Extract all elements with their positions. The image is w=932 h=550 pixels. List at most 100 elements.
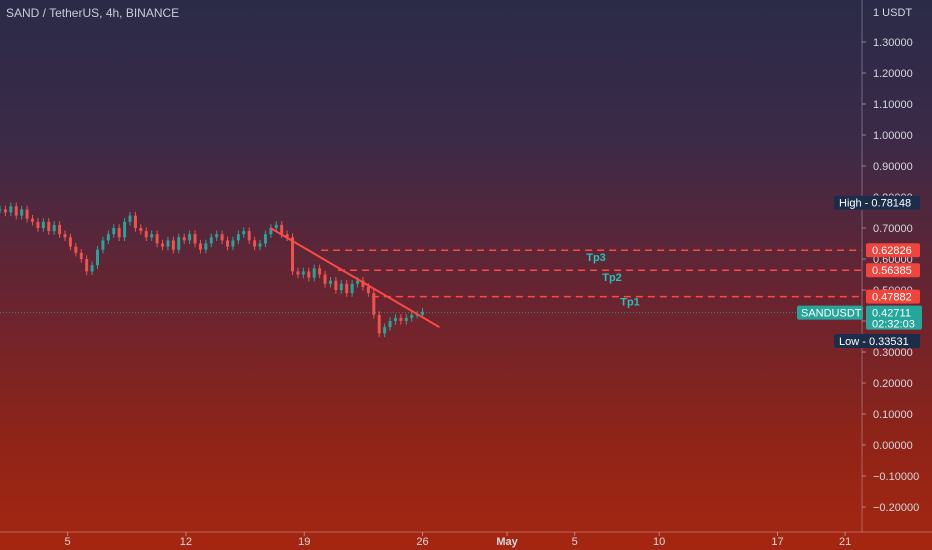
- target-price-tag: [866, 263, 920, 278]
- time-tick-label: 5: [65, 536, 71, 548]
- candle: [274, 224, 278, 228]
- candle: [404, 317, 408, 321]
- candle: [74, 246, 78, 253]
- target-price-value: 0.47882: [872, 292, 912, 304]
- price-tick-label: 0.30000: [873, 347, 913, 359]
- candle: [372, 293, 376, 315]
- candle: [36, 221, 40, 228]
- candle: [68, 237, 72, 247]
- candle: [312, 268, 316, 278]
- price-tick-label: 1.00000: [873, 130, 913, 142]
- candle: [31, 218, 34, 222]
- candle: [258, 243, 262, 247]
- time-tick-label: 21: [839, 536, 851, 548]
- candle: [128, 215, 132, 222]
- candle: [415, 314, 419, 316]
- price-tick-label: 0.20000: [873, 378, 913, 390]
- current-price-value: 0.42711: [872, 308, 911, 320]
- candle: [410, 314, 414, 318]
- candle: [41, 221, 45, 228]
- price-tick-label: 1.20000: [873, 68, 913, 80]
- candle: [361, 280, 365, 287]
- candle: [188, 234, 192, 241]
- price-tick-label: 1.10000: [873, 99, 913, 111]
- candle: [123, 221, 127, 238]
- candle: [247, 231, 251, 241]
- candle: [20, 209, 24, 216]
- candle: [291, 237, 295, 272]
- candle: [182, 237, 186, 241]
- low-tag-text: Low - 0.33531: [839, 336, 909, 348]
- time-tick-label: 10: [653, 536, 665, 548]
- target-price-value: 0.62826: [872, 245, 912, 257]
- candle: [209, 237, 213, 244]
- price-axis-unit: 1 USDT: [873, 7, 912, 19]
- candle: [377, 314, 381, 334]
- candle: [166, 240, 170, 247]
- candle: [85, 259, 89, 272]
- target-label-tp3: Tp3: [586, 252, 606, 264]
- low-tag: [834, 334, 920, 349]
- candle: [9, 206, 13, 213]
- target-price-tag: [866, 289, 920, 304]
- candle: [96, 249, 100, 266]
- time-tick-label: 26: [416, 536, 428, 548]
- candle: [350, 283, 354, 294]
- price-tick-label: 0.70000: [873, 223, 913, 235]
- candle: [204, 243, 208, 250]
- candle: [90, 265, 94, 272]
- candle: [421, 311, 425, 315]
- price-tick-label: 0.90000: [873, 161, 913, 173]
- candle: [177, 237, 181, 250]
- candle: [318, 268, 322, 275]
- candle: [25, 209, 29, 219]
- candle: [236, 234, 240, 241]
- time-tick-label: 19: [298, 536, 310, 548]
- candle: [47, 221, 51, 232]
- candle: [263, 234, 267, 244]
- high-tag-text: High - 0.78148: [839, 198, 911, 210]
- candle: [117, 228, 121, 238]
- price-tick-label: 0.10000: [873, 409, 913, 421]
- candle: [14, 206, 18, 216]
- candle: [155, 234, 159, 244]
- candle: [161, 243, 165, 247]
- candle: [328, 280, 332, 284]
- price-tick-label: −0.20000: [873, 502, 919, 514]
- candle: [193, 234, 197, 244]
- candle: [339, 283, 343, 290]
- current-price-tag: [866, 305, 922, 330]
- high-tag: [834, 195, 920, 210]
- candle: [150, 234, 154, 238]
- candle: [231, 240, 235, 247]
- candle: [285, 234, 289, 238]
- symbol-title: SAND / TetherUS, 4h, BINANCE: [6, 6, 180, 20]
- candle: [220, 234, 224, 241]
- time-tick-label: 12: [180, 536, 192, 548]
- candle: [171, 240, 175, 250]
- candle: [345, 283, 349, 294]
- candle: [226, 240, 230, 247]
- target-price-tag: [866, 243, 920, 258]
- candle: [0, 209, 2, 211]
- trendline: [269, 227, 440, 329]
- candle: [215, 234, 219, 238]
- candle: [58, 224, 62, 235]
- candle: [296, 271, 300, 275]
- candle: [269, 228, 273, 235]
- candle: [144, 231, 148, 238]
- candle: [198, 243, 202, 250]
- time-tick-label: May: [496, 536, 518, 548]
- candle: [393, 317, 397, 321]
- candle: [52, 224, 56, 232]
- time-tick-label: 17: [771, 536, 783, 548]
- candle: [388, 321, 392, 328]
- price-tick-label: 0.00000: [873, 440, 913, 452]
- candle: [301, 271, 305, 275]
- candle: [242, 231, 246, 235]
- target-price-value: 0.56385: [872, 265, 912, 277]
- candle: [366, 286, 370, 294]
- candle: [399, 317, 403, 321]
